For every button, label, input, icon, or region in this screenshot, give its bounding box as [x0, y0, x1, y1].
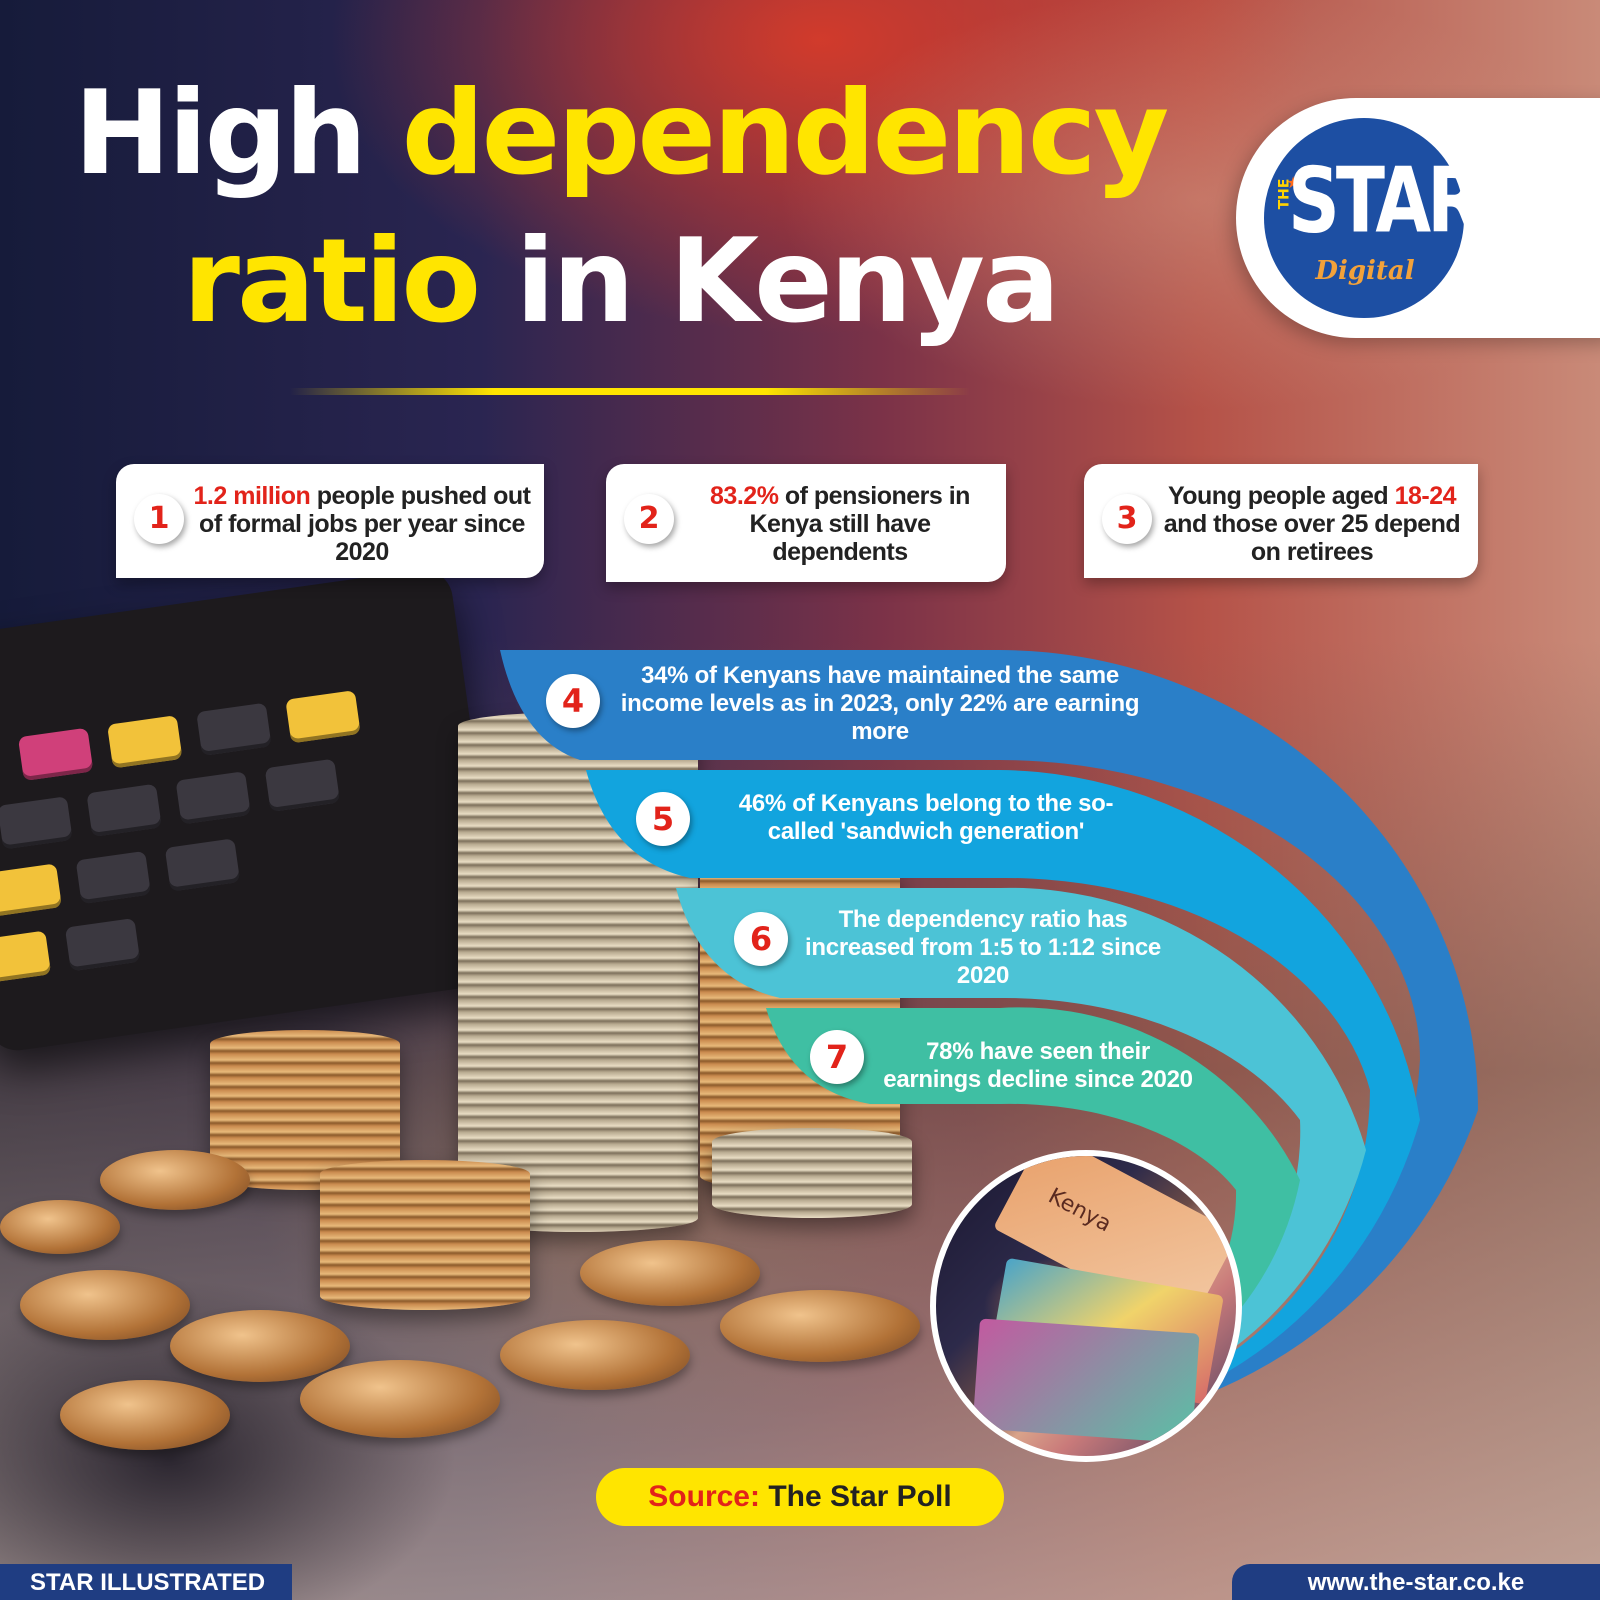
fact-prefix: Young people aged: [1167, 482, 1395, 510]
fact-highlight: 1.2 million: [193, 482, 311, 510]
title-word-dependency: dependency: [401, 66, 1170, 201]
title-word-in-kenya: in Kenya: [515, 214, 1061, 349]
band-6: [676, 887, 1366, 1420]
fact-text: Young people aged 18-24 and those over 2…: [1158, 482, 1466, 566]
fact-card-1: 1 1.2 million people pushed out of forma…: [116, 464, 544, 578]
fact-text-5: 46% of Kenyans belong to the so-called '…: [738, 790, 1114, 845]
logo-digital-text: Digital: [1315, 256, 1415, 286]
fact-body: and those over 25 depend on retirees: [1163, 510, 1461, 566]
source-prefix: Source:: [648, 1480, 760, 1513]
footer-website: www.the-star.co.ke: [1232, 1564, 1600, 1600]
banknotes-photo: Kenya: [930, 1150, 1242, 1462]
source-label: Source: The Star Poll: [596, 1468, 1004, 1526]
page-title: High dependency ratio in Kenya: [0, 60, 1240, 356]
coin-image: [170, 1310, 350, 1382]
band-7: [766, 1007, 1300, 1420]
fact-text-6: The dependency ratio has increased from …: [805, 906, 1161, 989]
fact-body: of pensioners in Kenya still have depend…: [749, 482, 971, 566]
coin-image: [580, 1240, 760, 1306]
fact-number: 4: [546, 674, 600, 728]
fact-card-3: 3 Young people aged 18-24 and those over…: [1084, 464, 1478, 578]
fact-highlight: 83.2%: [710, 482, 779, 510]
coin-image: [100, 1150, 250, 1210]
fact-text: 83.2% of pensioners in Kenya still have …: [686, 482, 994, 566]
coin-stack-image: [712, 1128, 912, 1218]
fact-number: 2: [624, 494, 674, 544]
fact-number: 7: [810, 1030, 864, 1084]
coin-image: [0, 1200, 120, 1254]
fact-number: 5: [636, 792, 690, 846]
coin-image: [720, 1290, 920, 1362]
title-word-high: High: [73, 66, 367, 201]
title-word-ratio: ratio: [182, 214, 481, 349]
source-value: The Star Poll: [759, 1480, 952, 1513]
coin-stack-image: [320, 1160, 530, 1310]
title-underline: [290, 388, 970, 395]
coin-image: [300, 1360, 500, 1438]
fact-number: 6: [734, 912, 788, 966]
fact-card-2: 2 83.2% of pensioners in Kenya still hav…: [606, 464, 1006, 582]
star-icon: ★: [1286, 173, 1301, 192]
coin-image: [60, 1380, 230, 1450]
band-4: [500, 650, 1478, 1431]
fact-body: people pushed out of formal jobs per yea…: [199, 482, 531, 566]
fact-text: 1.2 million people pushed out of formal …: [192, 482, 532, 566]
fact-text-4: 34% of Kenyans have maintained the same …: [620, 662, 1140, 745]
fact-number: 1: [134, 494, 184, 544]
star-logo: [1264, 118, 1464, 318]
footer-credit: STAR ILLUSTRATED: [0, 1564, 292, 1600]
coin-image: [500, 1320, 690, 1390]
fact-number: 3: [1102, 494, 1152, 544]
fact-highlight: 18-24: [1394, 482, 1457, 510]
fact-text-7: 78% have seen their earnings decline sin…: [883, 1038, 1193, 1093]
coin-image: [20, 1270, 190, 1340]
